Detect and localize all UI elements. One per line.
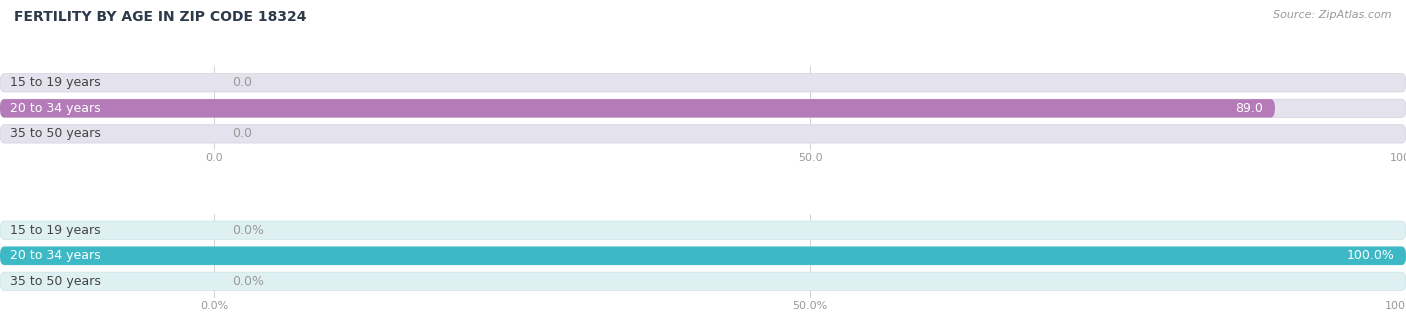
Text: 15 to 19 years: 15 to 19 years [10, 76, 101, 89]
Text: 100.0%: 100.0% [1346, 249, 1395, 262]
FancyBboxPatch shape [0, 221, 1406, 239]
FancyBboxPatch shape [0, 99, 1406, 118]
Text: Source: ZipAtlas.com: Source: ZipAtlas.com [1274, 10, 1392, 20]
Text: 20 to 34 years: 20 to 34 years [10, 102, 101, 115]
Text: 15 to 19 years: 15 to 19 years [10, 224, 101, 237]
Text: FERTILITY BY AGE IN ZIP CODE 18324: FERTILITY BY AGE IN ZIP CODE 18324 [14, 10, 307, 24]
Text: 20 to 34 years: 20 to 34 years [10, 249, 101, 262]
FancyBboxPatch shape [0, 125, 1406, 143]
FancyBboxPatch shape [0, 247, 1406, 265]
Text: 0.0: 0.0 [232, 76, 252, 89]
Text: 0.0%: 0.0% [232, 224, 264, 237]
FancyBboxPatch shape [0, 272, 1406, 291]
FancyBboxPatch shape [0, 99, 1275, 118]
Text: 0.0: 0.0 [232, 127, 252, 140]
FancyBboxPatch shape [0, 247, 1406, 265]
Text: 89.0: 89.0 [1234, 102, 1263, 115]
FancyBboxPatch shape [0, 73, 1406, 92]
Text: 35 to 50 years: 35 to 50 years [10, 127, 101, 140]
Text: 35 to 50 years: 35 to 50 years [10, 275, 101, 288]
Text: 0.0%: 0.0% [232, 275, 264, 288]
